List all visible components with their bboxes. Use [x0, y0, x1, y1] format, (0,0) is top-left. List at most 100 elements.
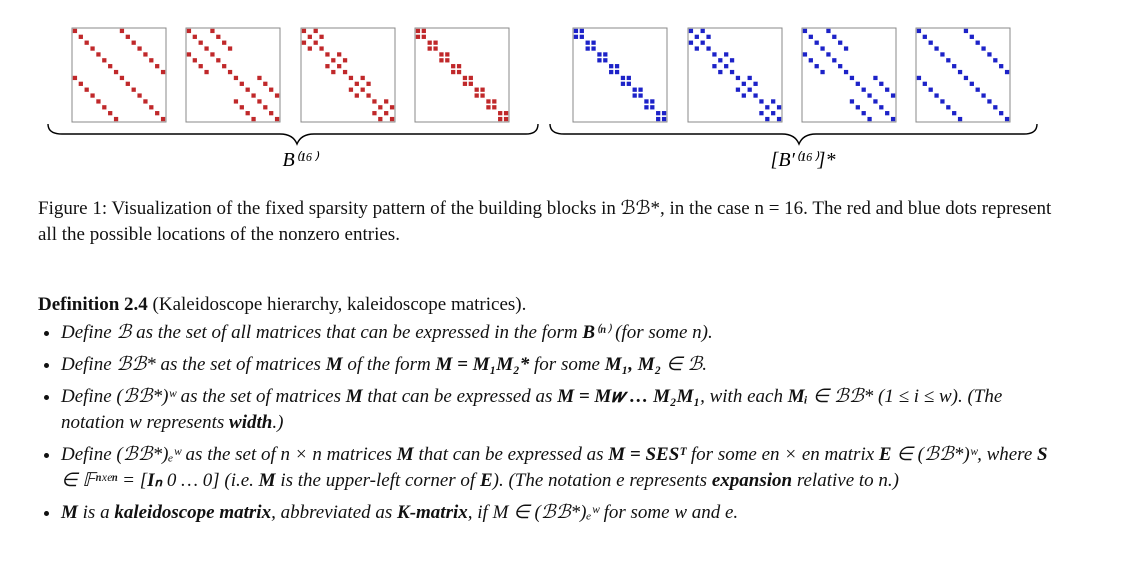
- nonzero-cell: [301, 28, 307, 34]
- bold-text: B: [582, 322, 596, 343]
- nonzero-cell: [468, 81, 473, 86]
- text: ⁽ⁿ⁾ (for some n).: [595, 322, 713, 343]
- nonzero-cell: [712, 52, 717, 57]
- nonzero-cell: [186, 52, 192, 57]
- nonzero-cell: [113, 116, 119, 122]
- bold-text: width: [229, 412, 273, 433]
- nonzero-cell: [90, 46, 95, 51]
- nonzero-cell: [439, 52, 444, 57]
- nonzero-cell: [372, 99, 377, 104]
- brace-label: B⁽¹⁶⁾: [283, 149, 320, 171]
- nonzero-cell: [198, 40, 203, 45]
- nonzero-cell: [474, 87, 479, 92]
- nonzero-cell: [724, 64, 729, 69]
- nonzero-cell: [861, 87, 866, 92]
- nonzero-cell: [480, 93, 485, 98]
- nonzero-cell: [257, 75, 262, 81]
- nonzero-cell: [867, 116, 872, 122]
- nonzero-cell: [198, 64, 203, 69]
- definition-number: Definition 2.4: [38, 294, 148, 315]
- nonzero-cell: [342, 69, 348, 75]
- nonzero-cell: [354, 93, 359, 98]
- nonzero-cell: [307, 46, 312, 51]
- nonzero-cell: [421, 34, 426, 39]
- nonzero-cell: [579, 28, 584, 34]
- nonzero-cell: [747, 87, 752, 92]
- nonzero-cell: [952, 64, 957, 69]
- nonzero-cell: [143, 52, 148, 57]
- nonzero-cell: [462, 81, 468, 86]
- nonzero-cell: [928, 87, 933, 92]
- nonzero-cell: [160, 69, 166, 75]
- nonzero-cell: [108, 111, 113, 116]
- nonzero-cell: [724, 52, 729, 57]
- nonzero-cell: [274, 93, 280, 98]
- nonzero-cell: [486, 105, 491, 110]
- nonzero-cell: [718, 69, 723, 75]
- nonzero-cell: [591, 40, 596, 45]
- nonzero-cell: [155, 64, 160, 69]
- text: relative to n.): [792, 470, 899, 491]
- nonzero-cell: [963, 75, 969, 81]
- item: Define ℬ as the set of all matrices that…: [61, 320, 1058, 346]
- nonzero-cell: [192, 34, 197, 39]
- nonzero-cell: [700, 28, 705, 34]
- item: Define ℬℬ* as the set of matrices M of t…: [61, 352, 1058, 378]
- text: for some en × en matrix: [686, 444, 879, 465]
- nonzero-cell: [137, 93, 142, 98]
- nonzero-cell: [585, 46, 590, 51]
- text: , with each: [700, 386, 788, 407]
- nonzero-cell: [946, 105, 951, 110]
- nonzero-cell: [765, 116, 770, 122]
- nonzero-cell: [656, 116, 661, 122]
- nonzero-cell: [84, 40, 89, 45]
- nonzero-cell: [620, 81, 626, 86]
- nonzero-cell: [222, 40, 227, 45]
- nonzero-cell: [474, 93, 479, 98]
- nonzero-cell: [78, 81, 83, 86]
- nonzero-cell: [348, 87, 354, 92]
- text: that can be expressed as: [362, 386, 558, 407]
- nonzero-cell: [747, 75, 752, 81]
- text: ∈ 𝔽ⁿˣᵉⁿ = [: [61, 470, 148, 491]
- nonzero-cell: [706, 46, 711, 51]
- bold-text: M: [325, 354, 343, 375]
- nonzero-cell: [975, 87, 980, 92]
- nonzero-cell: [626, 81, 631, 86]
- nonzero-cell: [137, 46, 142, 51]
- item: Define (ℬℬ*)ʷ as the set of matrices M t…: [61, 384, 1058, 436]
- nonzero-cell: [307, 34, 312, 39]
- bold-text: M: [396, 444, 414, 465]
- nonzero-cell: [759, 99, 764, 104]
- nonzero-cell: [257, 99, 262, 104]
- nonzero-cell: [239, 105, 244, 110]
- nonzero-cell: [867, 93, 872, 98]
- nonzero-cell: [245, 87, 250, 92]
- nonzero-cell: [885, 111, 890, 116]
- bold-text: Mᵢ: [787, 386, 808, 407]
- nonzero-cell: [72, 28, 78, 34]
- nonzero-cell: [832, 34, 837, 39]
- nonzero-cell: [366, 93, 371, 98]
- nonzero-cell: [753, 93, 758, 98]
- nonzero-cell: [765, 105, 770, 110]
- nonzero-cell: [838, 40, 843, 45]
- nonzero-cell: [638, 93, 643, 98]
- nonzero-cell: [378, 105, 383, 110]
- nonzero-cell: [922, 34, 927, 39]
- nonzero-cell: [415, 34, 421, 39]
- nonzero-cell: [614, 69, 620, 75]
- nonzero-cell: [155, 111, 160, 116]
- nonzero-cell: [802, 28, 808, 34]
- nonzero-cell: [843, 46, 849, 51]
- nonzero-cell: [688, 40, 694, 45]
- nonzero-cell: [609, 64, 614, 69]
- nonzero-cell: [263, 105, 268, 110]
- text: .): [272, 412, 284, 433]
- nonzero-cell: [729, 58, 735, 63]
- nonzero-cell: [348, 75, 354, 81]
- bold-text: Iₙ: [147, 470, 163, 491]
- nonzero-cell: [861, 111, 866, 116]
- nonzero-cell: [820, 46, 825, 51]
